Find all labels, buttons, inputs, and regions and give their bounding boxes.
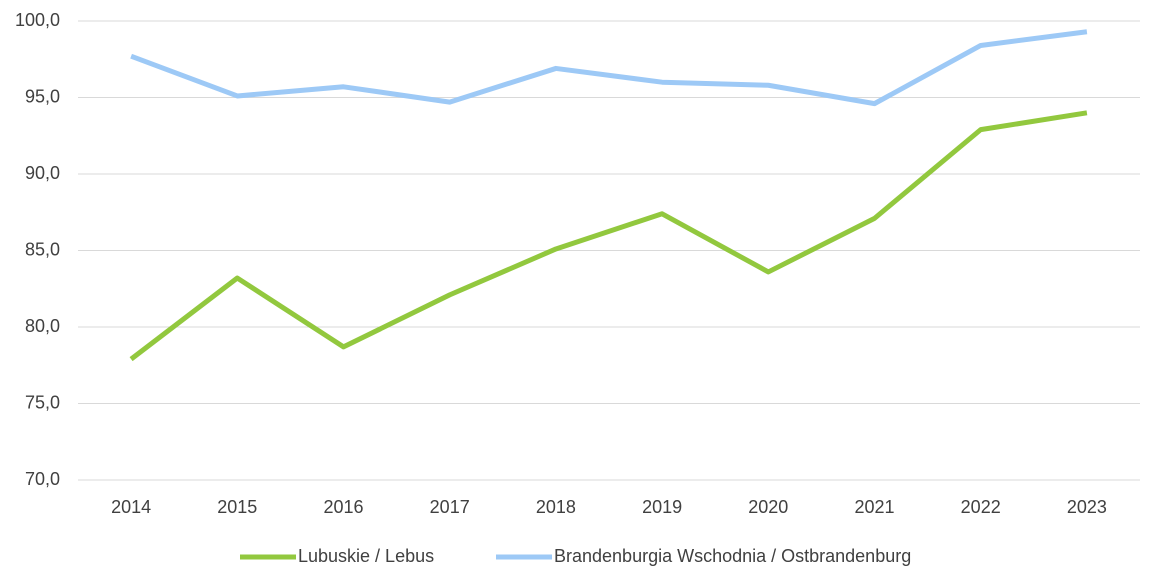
x-tick-label: 2022 [961, 497, 1001, 517]
y-tick-label: 90,0 [25, 163, 60, 183]
y-tick-label: 95,0 [25, 86, 60, 106]
line-series [129, 110, 1088, 362]
x-tick-label: 2015 [217, 497, 257, 517]
x-tick-label: 2018 [536, 497, 576, 517]
y-tick-label: 70,0 [25, 469, 60, 489]
legend-label: Brandenburgia Wschodnia / Ostbrandenburg [554, 546, 911, 566]
x-tick-label: 2016 [323, 497, 363, 517]
legend-label: Lubuskie / Lebus [298, 546, 434, 566]
line-series [130, 29, 1088, 107]
x-tick-label: 2014 [111, 497, 151, 517]
x-tick-label: 2019 [642, 497, 682, 517]
y-tick-label: 75,0 [25, 392, 60, 412]
x-tick-label: 2021 [854, 497, 894, 517]
y-tick-label: 100,0 [15, 10, 60, 30]
y-tick-label: 80,0 [25, 316, 60, 336]
x-tick-label: 2023 [1067, 497, 1107, 517]
y-tick-label: 85,0 [25, 239, 60, 259]
x-tick-label: 2020 [748, 497, 788, 517]
x-tick-label: 2017 [430, 497, 470, 517]
